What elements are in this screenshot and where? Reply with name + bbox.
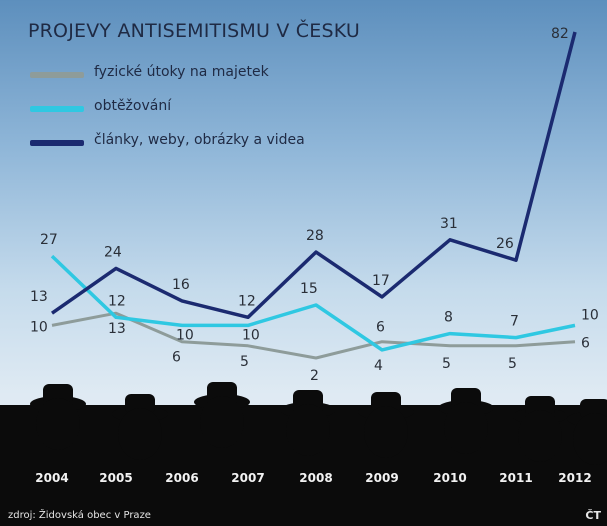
data-label: 13: [30, 289, 48, 305]
data-label: 6: [376, 320, 385, 336]
data-label: 16: [172, 277, 190, 293]
x-tick-label: 2006: [165, 471, 198, 485]
data-label: 2: [310, 368, 319, 384]
head-silhouette: [200, 396, 244, 448]
legend-swatch: [30, 106, 84, 112]
data-label: 8: [444, 310, 453, 326]
data-label: 4: [374, 358, 383, 374]
series-line: [51, 311, 576, 360]
x-tick-label: 2009: [365, 471, 398, 485]
silhouettes-illustration: [0, 382, 607, 526]
legend-label: články, weby, obrázky a videa: [94, 132, 305, 148]
hat-crown: [525, 396, 555, 416]
x-tick-label: 2005: [99, 471, 132, 485]
data-label: 17: [372, 273, 390, 289]
head-silhouette: [444, 402, 488, 454]
legend-swatch: [30, 72, 84, 78]
head-silhouette: [286, 404, 330, 456]
source-note: zdroj: Židovská obec v Praze: [8, 510, 151, 521]
x-tick-label: 2004: [35, 471, 68, 485]
x-tick-label: 2007: [231, 471, 264, 485]
chart-title: PROJEVY ANTISEMITISMU V ČESKU: [28, 20, 360, 42]
data-label: 31: [440, 216, 458, 232]
series-line: [50, 254, 576, 352]
legend-swatch: [30, 140, 84, 146]
hat-crown: [293, 390, 323, 410]
data-label: 5: [240, 354, 249, 370]
x-tick-label: 2012: [558, 471, 591, 485]
series-lines: [50, 31, 577, 360]
x-tick-label: 2008: [299, 471, 332, 485]
data-label: 7: [510, 314, 519, 330]
data-label: 24: [104, 244, 122, 260]
series-line: [50, 31, 577, 320]
data-label: 10: [581, 307, 599, 323]
data-label: 26: [496, 236, 514, 252]
head-silhouette: [364, 406, 408, 458]
data-label: 15: [300, 281, 318, 297]
hat-crown: [207, 382, 237, 402]
hat-crown: [451, 388, 481, 408]
hat-crown: [43, 384, 73, 404]
hat-crown: [125, 394, 155, 414]
data-label: 5: [508, 356, 517, 372]
data-label: 13: [108, 321, 126, 337]
head-silhouette: [573, 413, 607, 465]
data-label: 6: [172, 350, 181, 366]
data-label: 12: [108, 293, 126, 309]
data-label: 10: [176, 327, 194, 343]
credit-logo: ČT: [585, 509, 601, 522]
data-label: 6: [581, 336, 590, 352]
x-axis-ticks: 2004 2005 2006 2007 2008 2009 2010 2011 2012: [35, 471, 591, 485]
data-label: 27: [40, 232, 58, 248]
head-silhouette: [518, 410, 562, 462]
data-label: 12: [238, 293, 256, 309]
data-label: 5: [442, 356, 451, 372]
hat-crown: [371, 392, 401, 412]
legend-label: fyzické útoky na majetek: [94, 64, 269, 80]
data-label: 10: [242, 327, 260, 343]
legend-label: obtěžování: [94, 98, 172, 114]
head-silhouette: [118, 408, 162, 460]
data-label: 10: [30, 319, 48, 335]
data-label: 28: [306, 228, 324, 244]
x-tick-label: 2010: [433, 471, 466, 485]
x-tick-label: 2011: [499, 471, 532, 485]
data-label: 82: [551, 26, 569, 42]
head-silhouette: [36, 398, 80, 450]
